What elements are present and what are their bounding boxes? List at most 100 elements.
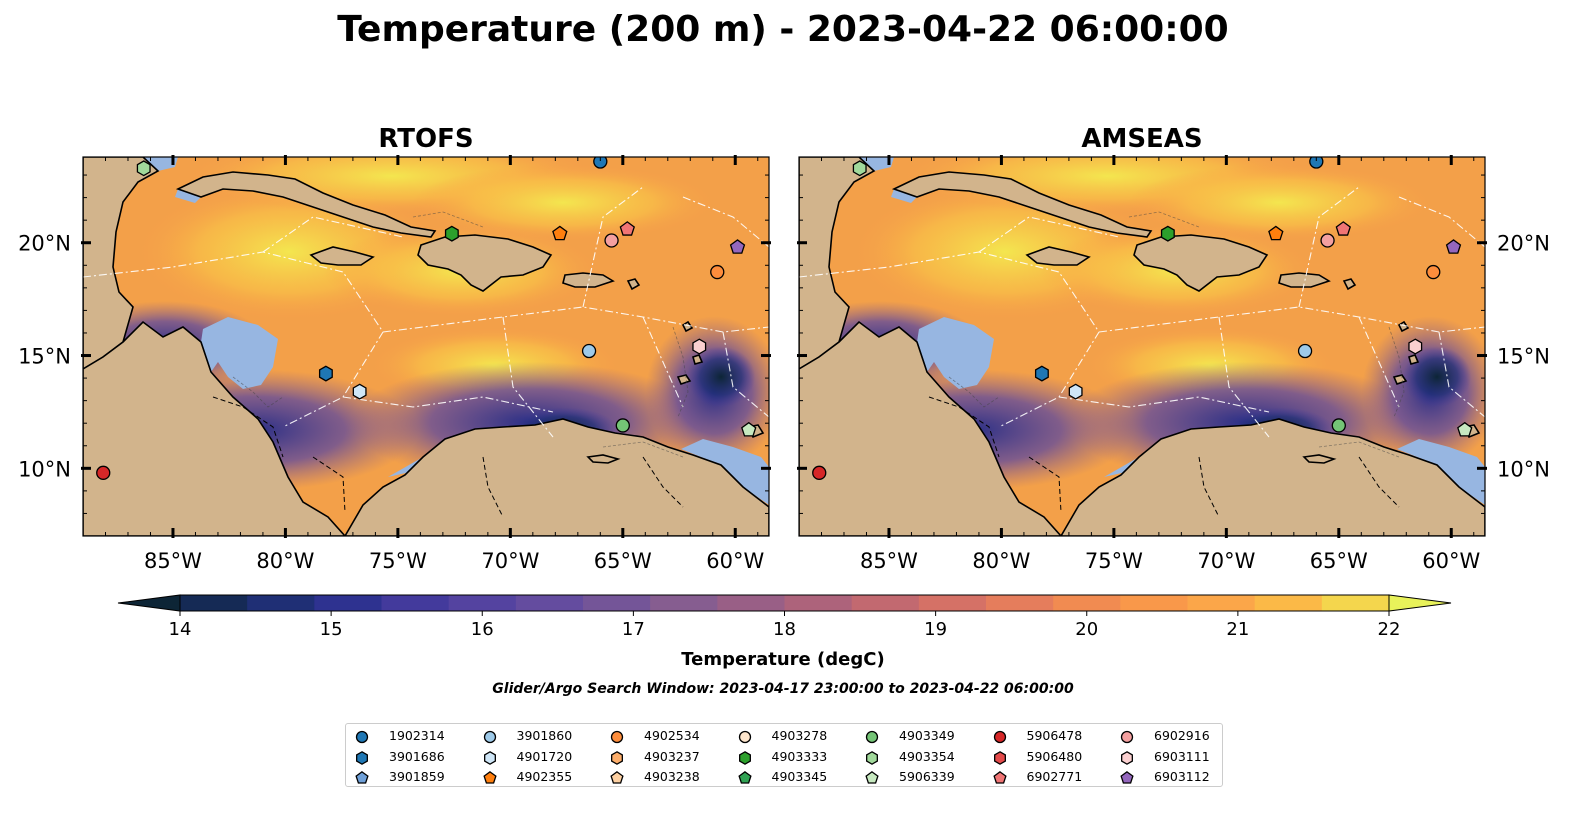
platform-marker-4901720 [1068,383,1083,400]
legend-marker-6903112 [1120,771,1134,784]
legend-entry: 6903112 [1111,767,1239,788]
eez-boundaries [799,186,1485,438]
legend-label: 1902314 [389,728,445,743]
platform-marker-3901860 [581,343,597,359]
colorbar-bin [918,595,987,611]
platform-marker-4903333 [1160,225,1175,242]
panel-title: AMSEAS [1081,124,1202,154]
legend-entry: 3901686 [346,747,474,768]
colorbar-bin [1120,595,1189,611]
colorbar-tick-label: 20 [1075,619,1098,640]
lon-tick-label: 70°W [1197,549,1255,573]
panel-title: RTOFS [378,124,473,154]
temperature-field [799,157,1485,536]
legend-label: 4903349 [899,728,955,743]
lon-tick-label: 65°W [594,549,652,573]
hexagon-marker-icon [738,750,751,765]
legend-marker-4903278 [738,730,751,744]
land-mask [799,157,1485,536]
colorbar-bin [247,595,315,611]
platform-marker-1902314 [1309,157,1324,169]
lat-tick-label: 15°N [1497,345,1550,369]
circle-marker-icon [738,730,751,744]
legend-label: 6902771 [1026,769,1083,784]
platform-marker-4901720 [352,383,367,400]
legend-entry: 5906478 [984,726,1112,747]
legend-marker-5906339 [865,771,879,784]
legend-label: 6903111 [1154,748,1210,764]
bathymetry-contours [948,211,1405,458]
platform-marker-4903354 [136,160,151,177]
legend-label: 4903238 [644,769,700,784]
pentagon-marker-icon [737,771,752,784]
legend-marker-5906478 [993,730,1006,744]
legend-column: 5906478 5906480 6902771 [984,726,1112,788]
legend-entry: 4903354 [856,747,984,768]
platform-marker-5906339 [1457,421,1473,437]
circle-marker-icon [1120,730,1134,744]
hexagon-marker-icon [1121,750,1133,765]
legend-label: 4902534 [644,728,700,743]
legend-column: 4903278 4903333 4903345 [729,726,857,788]
legend-marker-4903349 [865,730,879,744]
platform-marker-6902771 [1335,221,1351,236]
lon-tick-label: 65°W [1310,549,1368,573]
colorbar: 14 15 16 17 18 19 20 21 22 [117,594,1452,640]
lat-tick-label: 10°N [1497,457,1550,481]
colorbar-bin [381,595,450,611]
hexagon-marker-icon [356,750,368,765]
legend-label: 4903333 [771,748,828,764]
lon-tick-label: 80°W [972,549,1030,573]
legend-entry: 4902355 [474,767,602,788]
legend-label: 6902916 [1154,728,1210,743]
map-frame [798,156,1486,537]
colorbar-tick-label: 16 [471,619,494,640]
legend-marker-4903238 [610,771,624,784]
colorbar-tick-label: 18 [773,619,796,640]
colorbar-bin [583,595,651,611]
map-panel-rtofs: RTOFS 85°W 80°W 75°W 70°W 65°W 60°W 20°N 15°N 10°… [18,124,771,573]
search-window-caption: Glider/Argo Search Window: 2023-04-17 23… [492,681,1074,697]
platform-marker-4903349 [615,418,630,433]
colorbar-bin [851,595,920,611]
platform-marker-4903333 [444,225,459,242]
lon-tick-label: 75°W [369,549,427,573]
lat-tick-label: 20°N [1497,232,1550,256]
platform-marker-4902534 [1426,264,1441,280]
colorbar-bin [180,595,248,611]
colorbar-bin [1321,595,1390,611]
legend-entry: 4903238 [601,767,729,788]
pentagon-marker-icon [610,771,624,784]
legend-marker-3901859 [355,771,369,784]
platform-marker-6902916 [604,233,619,248]
legend-marker-3901860 [483,730,496,744]
pentagon-marker-icon [1120,771,1134,784]
platform-marker-6903112 [1445,239,1462,254]
colorbar-tick-label: 14 [169,619,192,640]
platform-marker-1902314 [593,157,608,169]
colorbar-tick-label: 19 [924,619,947,640]
legend-entry: 1902314 [346,726,474,747]
lat-tick-label: 20°N [18,232,71,256]
circle-marker-icon [610,730,624,744]
legend-label: 6903112 [1154,769,1210,784]
legend-column: 4903349 4903354 5906339 [856,726,984,788]
map-panel-amseas: AMSEAS 85°W 80°W 75°W 70°W 65°W 60°W 20°N 15°N 10… [797,124,1550,573]
colorbar-bin [1187,595,1256,611]
major-ticks [797,155,1487,538]
platform-marker-3901686 [318,365,333,382]
colorbar-bin [1254,595,1323,611]
lat-tick-label: 10°N [18,457,71,481]
colorbar-bin [650,595,718,611]
legend-label: 3901686 [389,748,445,764]
colorbar-label: Temperature (degC) [681,649,884,670]
platform-marker-6903112 [729,239,746,254]
legend-marker-6902771 [992,771,1007,784]
lon-tick-label: 80°W [256,549,314,573]
eez-boundaries [83,186,769,438]
legend-label: 4903354 [899,748,955,764]
lon-tick-label: 70°W [481,549,539,573]
colorbar-bin [515,595,584,611]
